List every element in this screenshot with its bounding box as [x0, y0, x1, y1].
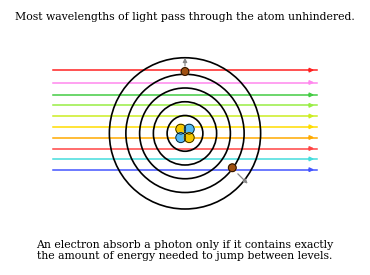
- Circle shape: [176, 133, 186, 142]
- Circle shape: [184, 133, 194, 142]
- Circle shape: [184, 124, 194, 134]
- Circle shape: [228, 164, 236, 172]
- Circle shape: [176, 124, 186, 134]
- Text: Most wavelengths of light pass through the atom unhindered.: Most wavelengths of light pass through t…: [15, 12, 355, 22]
- Circle shape: [181, 68, 189, 75]
- Text: An electron absorb a photon only if it contains exactly
the amount of energy nee: An electron absorb a photon only if it c…: [36, 240, 334, 261]
